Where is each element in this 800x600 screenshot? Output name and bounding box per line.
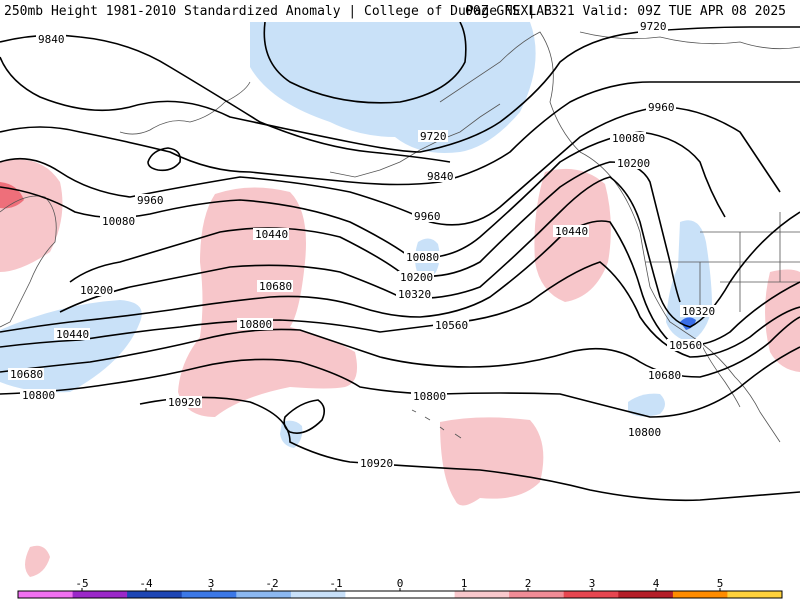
colorbar-swatch [236,591,292,598]
coastline-alaska [439,31,616,183]
contour-label: 9840 [38,33,65,46]
colorbar-swatch [127,591,183,598]
contour-label: 10680 [10,368,43,381]
contour-label: 10800 [22,389,55,402]
colorbar-swatch [509,591,565,598]
contour-label: 10800 [628,426,661,439]
contour-9840-mid [0,81,800,186]
arctic-coast [579,31,800,50]
hawaii-islands [411,409,462,439]
colorbar-label: 0 [397,577,404,590]
contour-label: 10920 [168,396,201,409]
contour-label: 10920 [360,457,393,470]
contour-labels: 9840 9720 9720 9960 9960 9840 9960 10080… [8,22,716,470]
colorbar-label: 3 [589,577,596,590]
coastline-baja [699,341,741,408]
colorbar-swatch [454,591,510,598]
us-border-grid [645,212,800,312]
contour-label: 10680 [648,369,681,382]
contour-label: 10800 [239,318,272,331]
header: 250mb Height 1981-2010 Standardized Anom… [0,0,800,22]
contour-9840-west [0,34,451,163]
colorbar-swatches [17,590,783,599]
contour-9720-low [263,22,467,104]
anomaly-shading [0,22,800,577]
contour-label: 10200 [80,284,113,297]
contour-10560 [0,261,800,358]
colorbar-swatch [672,591,728,598]
colorbar-label: -2 [265,577,278,590]
contour-label: 10080 [612,132,645,145]
coastline-aleutians [329,103,501,178]
colorbar-ticks [81,588,721,591]
contour-label: 9840 [427,170,454,183]
contour-10320 [59,176,800,328]
positive-anomaly-east-edge [765,269,800,372]
model-valid-time: 00Z GFS | F321 Valid: 09Z TUE APR 08 202… [465,4,786,19]
colorbar-label: 2 [525,577,532,590]
colorbar-labels: -5 -4 3 -2 -1 0 1 2 3 4 5 [75,577,723,590]
coastline-kamchatka [119,81,251,135]
colorbar-swatch [563,591,619,598]
positive-anomaly-sw-corner [25,545,50,577]
colorbar-label: 1 [461,577,468,590]
contour-label: 9960 [414,210,441,223]
colorbar-swatch [181,591,237,598]
contour-label: 10200 [617,157,650,170]
contour-label: 10320 [398,288,431,301]
negative-anomaly-small-center [280,420,303,448]
contour-label: 10680 [259,280,292,293]
contour-10800 [0,346,800,418]
coastline-north-america-west [614,181,781,443]
contour-label: 9720 [420,130,447,143]
colorbar-label: -5 [75,577,88,590]
colorbar-swatch [727,591,783,598]
colorbar-swatch [345,591,401,598]
contour-10680 [0,316,800,378]
contour-label: 10080 [102,215,135,228]
colorbar-swatch [290,591,346,598]
negative-anomaly-bering [250,22,536,153]
contour-10920 [139,396,800,502]
negative-anomaly-small-east [628,393,665,417]
colorbar-swatch [618,591,674,598]
contour-label: 10560 [669,339,702,352]
colorbar-label: 3 [208,577,215,590]
contour-label: 10200 [400,271,433,284]
colorbar-swatch [72,591,128,598]
colorbar-label: -1 [329,577,342,590]
contour-label: 10800 [413,390,446,403]
contour-10200 [69,161,681,303]
colorbar-label: -4 [139,577,153,590]
contour-label: 9960 [137,194,164,207]
colorbar-label: 4 [653,577,660,590]
positive-anomaly-hawaii [440,417,544,506]
contour-label: 10080 [406,251,439,264]
strong-negative-anomaly-core [680,317,696,330]
contour-label: 10440 [56,328,89,341]
colorbar: -5 -4 3 -2 -1 0 1 2 3 4 5 [0,577,800,600]
contour-label: 10440 [555,225,588,238]
positive-anomaly-asia [0,159,63,272]
colorbar-swatch [18,591,74,598]
colorbar-swatch [400,591,456,598]
contour-closed-small-center [283,399,326,434]
colorbar-label: 5 [717,577,724,590]
contour-label: 10320 [682,305,715,318]
map-title: 250mb Height 1981-2010 Standardized Anom… [4,4,552,19]
contour-label: 10440 [255,228,288,241]
contour-label: 10560 [435,319,468,332]
contour-label: 9720 [640,22,667,33]
height-anomaly-map: 9840 9720 9720 9960 9960 9840 9960 10080… [0,22,800,577]
contour-label: 9960 [648,101,675,114]
positive-anomaly-west-pacific [178,187,358,417]
